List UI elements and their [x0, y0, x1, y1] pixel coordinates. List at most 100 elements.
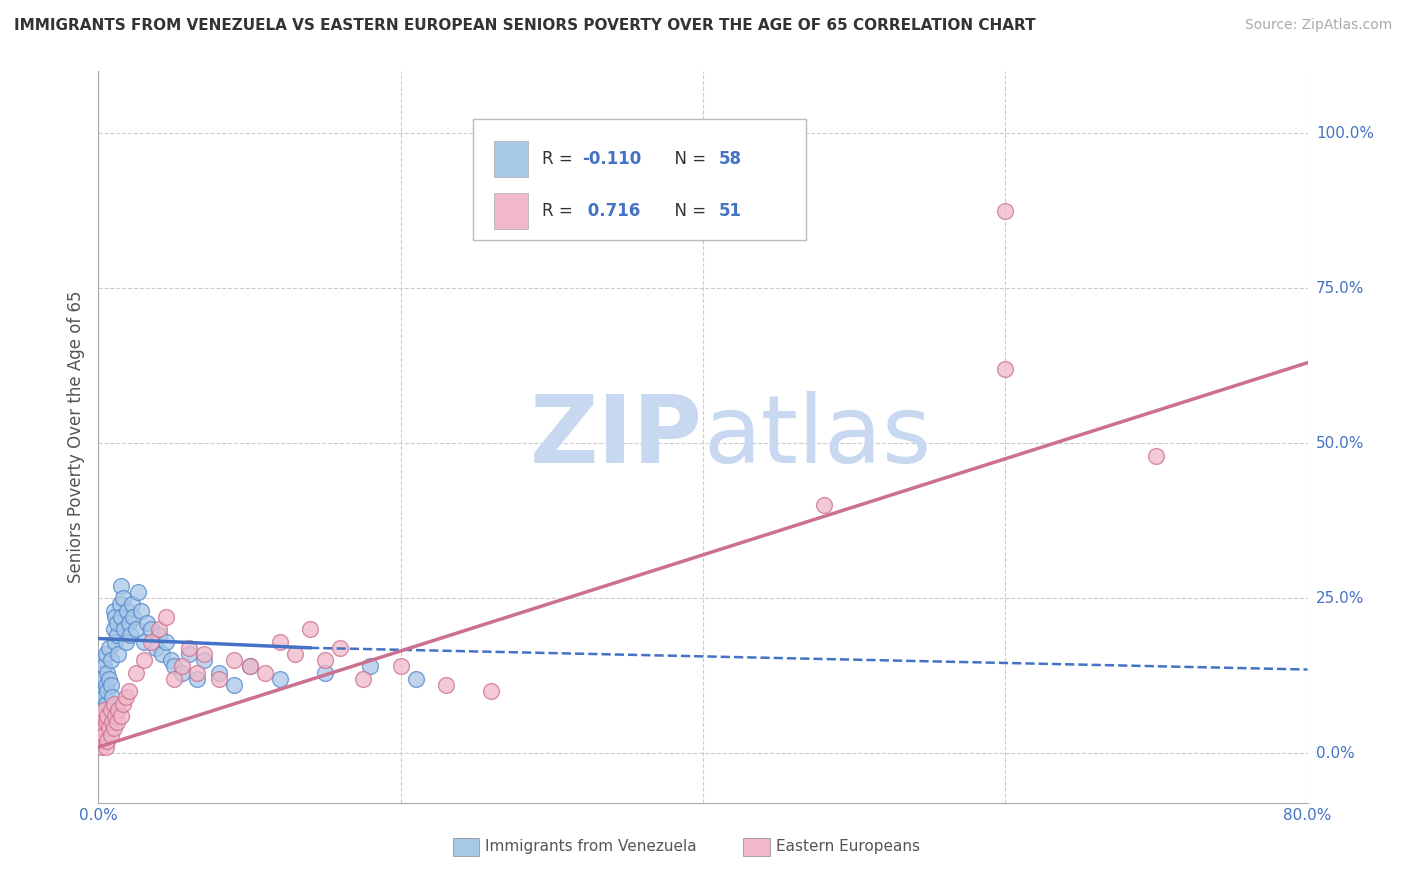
- Text: 58: 58: [718, 150, 742, 168]
- Point: [105, 615, 128, 630]
- Text: N =: N =: [664, 150, 711, 168]
- Point: [94, 647, 117, 661]
- Point: [239, 659, 262, 673]
- Point: [994, 362, 1017, 376]
- Point: [352, 672, 374, 686]
- Point: [163, 672, 186, 686]
- Bar: [453, 838, 479, 855]
- Point: [118, 684, 141, 698]
- Point: [314, 665, 336, 680]
- Text: 0.0%: 0.0%: [1316, 746, 1354, 761]
- Point: [94, 678, 117, 692]
- Point: [100, 703, 122, 717]
- Point: [104, 634, 127, 648]
- Point: [94, 715, 117, 730]
- Point: [98, 640, 121, 655]
- Text: IMMIGRANTS FROM VENEZUELA VS EASTERN EUROPEAN SENIORS POVERTY OVER THE AGE OF 65: IMMIGRANTS FROM VENEZUELA VS EASTERN EUR…: [14, 18, 1036, 33]
- Point: [104, 610, 127, 624]
- Point: [481, 684, 503, 698]
- Point: [108, 598, 131, 612]
- Point: [103, 622, 125, 636]
- Point: [122, 610, 145, 624]
- Text: atlas: atlas: [703, 391, 931, 483]
- Point: [150, 647, 173, 661]
- Point: [100, 653, 122, 667]
- Text: ZIP: ZIP: [530, 391, 703, 483]
- Point: [104, 709, 127, 723]
- Point: [1144, 449, 1167, 463]
- Point: [93, 659, 115, 673]
- Point: [239, 659, 262, 673]
- Point: [100, 678, 122, 692]
- Point: [93, 728, 115, 742]
- Point: [93, 703, 115, 717]
- Point: [170, 659, 193, 673]
- Point: [91, 684, 114, 698]
- Point: [141, 622, 163, 636]
- Point: [284, 647, 307, 661]
- Text: -0.110: -0.110: [582, 150, 641, 168]
- Point: [110, 610, 132, 624]
- Point: [96, 684, 118, 698]
- Point: [105, 628, 128, 642]
- Point: [101, 715, 124, 730]
- Point: [145, 640, 167, 655]
- Point: [107, 703, 129, 717]
- Point: [125, 665, 148, 680]
- Point: [111, 697, 134, 711]
- Point: [107, 647, 129, 661]
- Point: [115, 604, 138, 618]
- Point: [98, 672, 121, 686]
- Point: [101, 690, 124, 705]
- Text: Eastern Europeans: Eastern Europeans: [776, 839, 920, 855]
- Point: [112, 622, 135, 636]
- Text: R =: R =: [543, 150, 578, 168]
- Point: [103, 604, 125, 618]
- Point: [103, 697, 125, 711]
- Point: [148, 628, 170, 642]
- Point: [148, 622, 170, 636]
- Point: [405, 672, 427, 686]
- Text: 100.0%: 100.0%: [1316, 126, 1374, 141]
- Point: [163, 659, 186, 673]
- Point: [179, 640, 201, 655]
- Point: [110, 709, 132, 723]
- Point: [91, 734, 114, 748]
- Text: N =: N =: [664, 202, 711, 220]
- Point: [90, 703, 112, 717]
- Text: 75.0%: 75.0%: [1316, 281, 1364, 296]
- Text: Immigrants from Venezuela: Immigrants from Venezuela: [485, 839, 697, 855]
- Text: 50.0%: 50.0%: [1316, 436, 1364, 450]
- Point: [96, 665, 118, 680]
- Point: [135, 615, 157, 630]
- Point: [94, 697, 117, 711]
- Point: [160, 653, 183, 667]
- FancyBboxPatch shape: [494, 193, 527, 229]
- Point: [132, 634, 155, 648]
- Point: [110, 579, 132, 593]
- Point: [434, 678, 457, 692]
- Text: R =: R =: [543, 202, 578, 220]
- Point: [96, 734, 118, 748]
- Point: [94, 739, 117, 754]
- Point: [170, 665, 193, 680]
- Point: [114, 690, 136, 705]
- Point: [224, 653, 246, 667]
- Point: [91, 653, 114, 667]
- Point: [141, 634, 163, 648]
- Point: [91, 709, 114, 723]
- Point: [103, 722, 125, 736]
- Point: [329, 640, 352, 655]
- Point: [253, 665, 276, 680]
- Point: [389, 659, 412, 673]
- Point: [224, 678, 246, 692]
- Point: [208, 665, 231, 680]
- Point: [105, 715, 128, 730]
- Point: [299, 622, 322, 636]
- Point: [208, 672, 231, 686]
- Point: [269, 634, 291, 648]
- Point: [89, 697, 111, 711]
- Point: [994, 203, 1017, 218]
- Point: [129, 604, 152, 618]
- Point: [93, 690, 115, 705]
